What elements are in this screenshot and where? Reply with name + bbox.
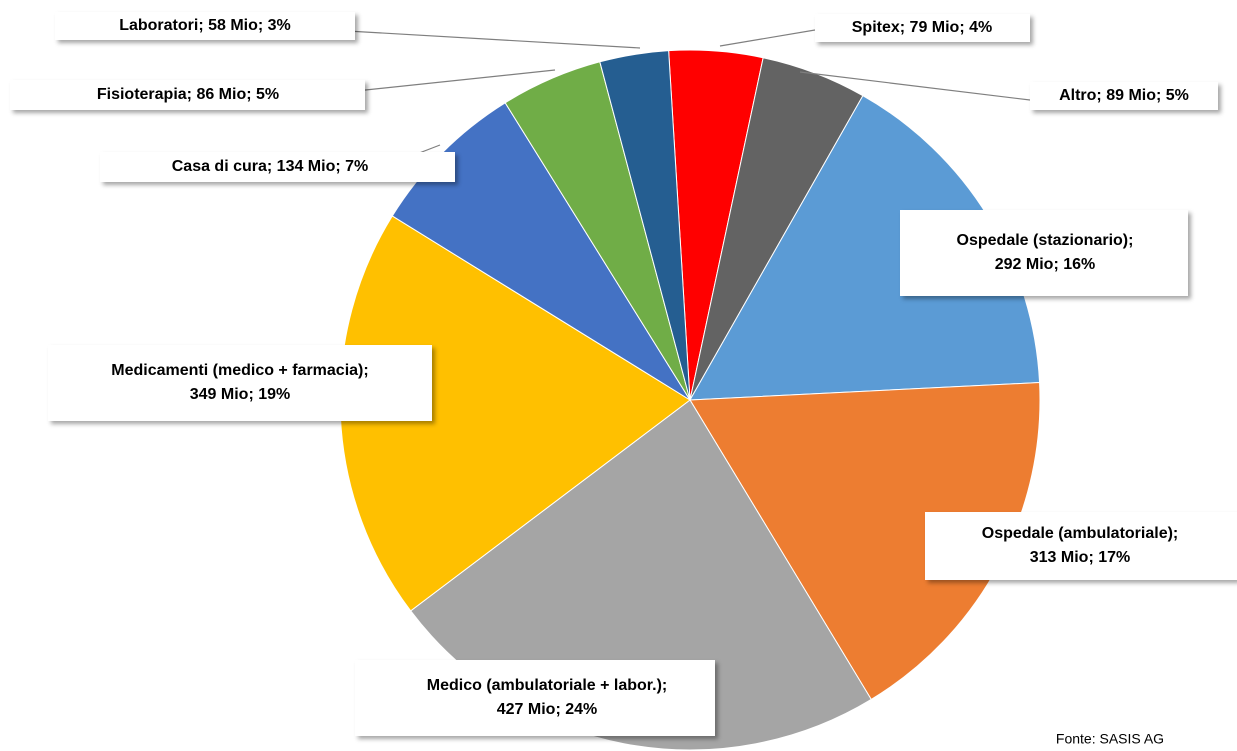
leader-line	[719, 29, 816, 47]
label-box	[900, 210, 1188, 296]
leader-line	[799, 71, 1031, 101]
labels: Spitex; 79 Mio; 4% Altro; 89 Mio; 5% Osped…	[10, 12, 1237, 736]
data-label: Medicamenti (medico + farmacia);	[111, 362, 368, 379]
data-label: Medico (ambulatoriale + labor.);	[427, 677, 668, 694]
label-box	[55, 12, 355, 40]
slice	[599, 50, 691, 401]
label-box	[1030, 82, 1218, 110]
data-label: 349 Mio; 19%	[190, 386, 290, 403]
data-label: 313 Mio; 17%	[1030, 549, 1130, 566]
data-label: Spitex; 79 Mio; 4%	[852, 19, 992, 36]
data-label: Fisioterapia; 86 Mio; 5%	[97, 86, 279, 103]
data-label: Casa di cura; 134 Mio; 7%	[172, 158, 369, 175]
label-box	[48, 345, 432, 421]
data-label: 292 Mio; 16%	[995, 256, 1095, 273]
label-box	[815, 14, 1030, 42]
label-box	[100, 152, 455, 182]
label-box	[925, 512, 1237, 580]
label-box	[355, 660, 715, 736]
pie	[339, 49, 1041, 751]
data-label: Ospedale (ambulatoriale);	[982, 525, 1179, 542]
leader-line	[329, 29, 641, 49]
source: Fonte: SASIS AG	[1056, 731, 1164, 747]
data-label: 427 Mio; 24%	[497, 701, 597, 718]
data-label: Ospedale (stazionario);	[957, 232, 1134, 249]
label-box	[10, 80, 365, 110]
data-label: Altro; 89 Mio; 5%	[1059, 87, 1189, 104]
data-label: Laboratori; 58 Mio; 3%	[119, 17, 291, 34]
